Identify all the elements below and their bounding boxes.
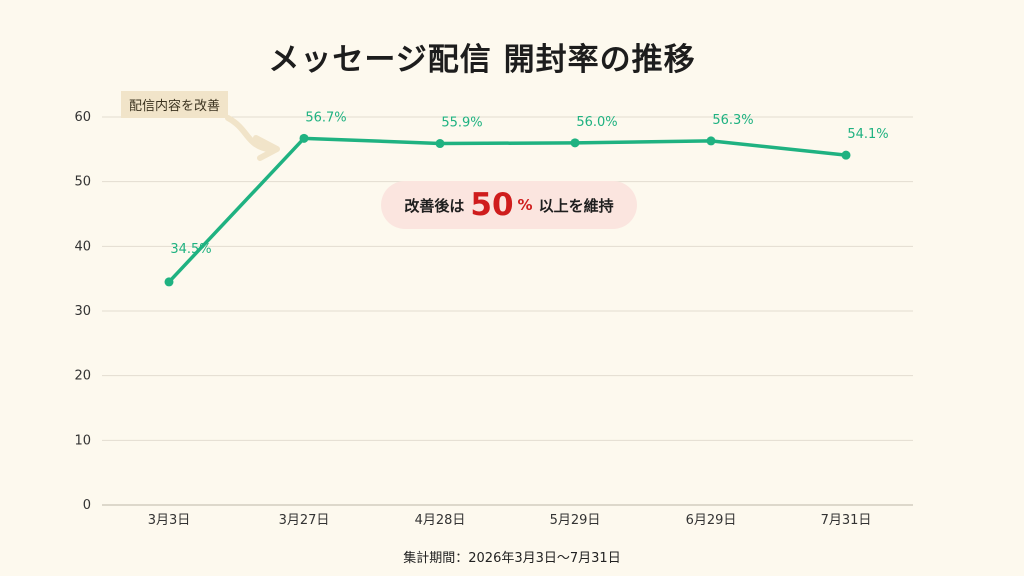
y-tick-label: 30 — [74, 304, 91, 319]
data-point — [164, 277, 174, 287]
callout-badge: 改善後は 50 % 以上を維持 — [381, 181, 637, 229]
data-label: 34.5% — [170, 242, 211, 257]
footer-period: 集計期間：2026年3月3日〜7月31日 — [403, 551, 621, 566]
callout-prefix: 改善後は — [404, 196, 465, 215]
series-polyline — [167, 136, 848, 284]
x-tick-label: 5月29日 — [550, 513, 601, 528]
y-tick-label: 10 — [74, 433, 91, 448]
x-tick-label: 7月31日 — [821, 513, 872, 528]
data-points — [164, 133, 851, 287]
callout-unit: % — [517, 196, 533, 214]
chart-title: メッセージ配信 開封率の推移 — [268, 42, 696, 78]
x-axis-ticks: 3月3日 3月27日 4月28日 5月29日 6月29日 7月31日 — [148, 513, 872, 528]
data-label: 56.3% — [712, 113, 753, 128]
callout-suffix: 以上を維持 — [538, 196, 614, 215]
x-tick-label: 3月3日 — [148, 513, 191, 528]
data-point — [841, 150, 851, 160]
y-tick-label: 50 — [74, 175, 91, 190]
annotation-arrow — [225, 115, 275, 153]
annotation-arrowhead — [253, 135, 280, 161]
series-line — [167, 136, 848, 284]
data-label: 56.7% — [305, 110, 346, 125]
y-tick-label: 40 — [74, 239, 91, 254]
data-point — [435, 139, 445, 149]
data-point — [570, 138, 580, 148]
data-labels: 34.5% 56.7% 55.9% 56.0% 56.3% 54.1% — [170, 110, 888, 257]
callout-value: 50 — [470, 187, 514, 223]
x-tick-label: 3月27日 — [279, 513, 330, 528]
data-point — [299, 133, 309, 143]
x-tick-label: 6月29日 — [686, 513, 737, 528]
data-label: 54.1% — [847, 127, 888, 142]
y-tick-label: 0 — [83, 498, 91, 513]
y-axis-ticks: 0 10 20 30 40 50 60 — [74, 110, 91, 513]
y-tick-label: 20 — [74, 369, 91, 384]
data-label: 55.9% — [441, 116, 482, 131]
annotation-label: 配信内容を改善 — [121, 91, 229, 118]
data-label: 56.0% — [576, 115, 617, 130]
gridlines — [102, 116, 913, 506]
data-point — [706, 136, 716, 146]
y-tick-label: 60 — [74, 110, 91, 125]
x-tick-label: 4月28日 — [415, 513, 466, 528]
